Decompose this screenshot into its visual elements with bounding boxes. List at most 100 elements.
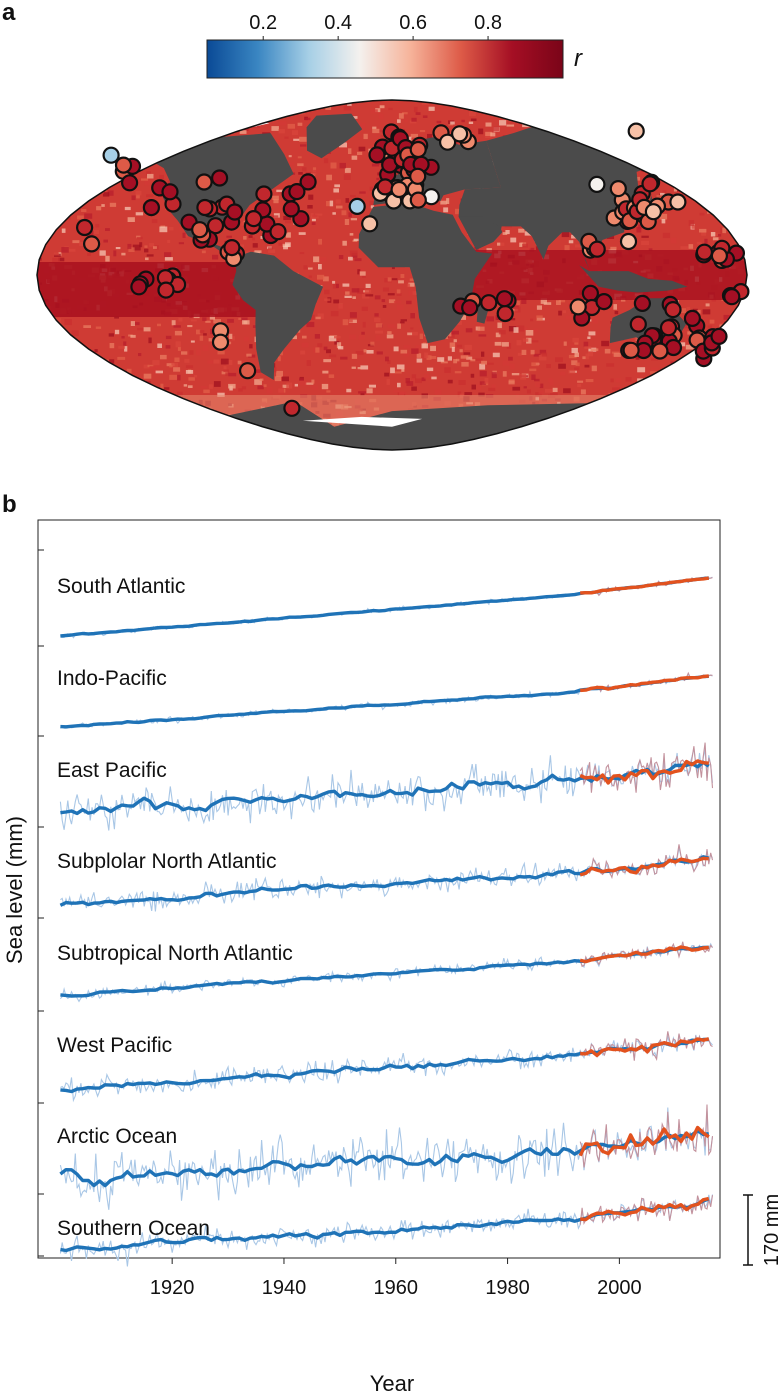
ocean-cell	[211, 456, 216, 461]
ocean-cell	[385, 356, 389, 362]
station-marker	[161, 183, 179, 201]
ocean-cell	[707, 325, 713, 329]
ocean-cell	[172, 453, 180, 458]
ocean-cell	[196, 329, 201, 335]
station-marker	[461, 299, 479, 317]
ocean-cell	[677, 428, 681, 433]
ocean-cell	[259, 378, 264, 381]
ocean-cell	[50, 401, 55, 407]
ocean-cell	[240, 317, 248, 321]
altimetry-line	[578, 1125, 710, 1157]
ocean-cell	[625, 102, 632, 106]
ocean-cell	[48, 373, 55, 379]
ocean-cell	[748, 176, 754, 181]
ocean-cell	[588, 331, 596, 336]
ocean-cell	[563, 102, 570, 109]
ocean-cell	[564, 442, 573, 445]
ocean-cell	[37, 211, 42, 215]
ocean-cell	[96, 406, 101, 410]
ocean-cell	[77, 215, 84, 220]
ocean-cell	[577, 446, 584, 450]
ocean-cell	[236, 112, 243, 117]
ocean-cell	[121, 336, 125, 339]
station-marker	[157, 281, 175, 299]
ocean-cell	[143, 117, 147, 124]
ocean-cell	[684, 417, 689, 421]
station-marker	[409, 167, 427, 185]
ocean-cell	[568, 354, 577, 359]
ocean-cell	[229, 333, 233, 339]
ocean-cell	[386, 334, 394, 339]
ocean-cell	[276, 370, 283, 377]
ocean-cell	[132, 318, 141, 323]
ocean-cell	[40, 144, 46, 150]
ocean-cell	[74, 353, 82, 356]
ocean-cell	[78, 421, 85, 426]
ocean-cell	[214, 126, 221, 131]
ocean-cell	[635, 355, 640, 360]
ocean-cell	[725, 366, 733, 372]
ocean-cell	[406, 300, 412, 305]
ocean-cell	[555, 444, 562, 449]
ocean-cell	[496, 108, 501, 112]
ocean-cell	[42, 148, 49, 153]
ocean-cell	[556, 423, 563, 430]
ocean-cell	[174, 330, 182, 336]
ocean-cell	[103, 239, 108, 243]
ocean-cell	[323, 158, 329, 164]
ocean-cell	[648, 426, 654, 430]
ocean-cell	[518, 228, 525, 233]
ocean-cell	[31, 356, 35, 359]
ocean-cell	[601, 340, 610, 347]
ocean-cell	[636, 414, 644, 419]
colorbar: 0.2 0.4 0.6 0.8 r	[206, 12, 583, 79]
ocean-cell	[181, 351, 188, 355]
ocean-cell	[584, 457, 589, 463]
ocean-cell	[685, 408, 694, 412]
ocean-cell	[528, 435, 536, 441]
ocean-cell	[447, 332, 452, 337]
ocean-cell	[101, 381, 106, 387]
ocean-cell	[66, 450, 70, 453]
ocean-cell	[558, 363, 566, 369]
ocean-cell	[672, 459, 676, 463]
ocean-cell	[725, 380, 729, 387]
ocean-cell	[400, 349, 408, 354]
ocean-cell	[288, 155, 292, 158]
ocean-cell	[310, 213, 314, 219]
ocean-cell	[144, 248, 149, 253]
ocean-cell	[745, 315, 747, 319]
ocean-cell	[502, 232, 508, 235]
ocean-cell	[677, 125, 684, 131]
ocean-cell	[342, 319, 349, 326]
ocean-cell	[297, 156, 302, 159]
ocean-cell	[71, 330, 79, 337]
ocean-cell	[699, 212, 705, 216]
ocean-cell	[545, 106, 549, 111]
ocean-cell	[460, 355, 469, 359]
ocean-cell	[455, 358, 460, 362]
ocean-cell	[358, 335, 365, 340]
ocean-cell	[72, 240, 80, 244]
ocean-cell	[648, 248, 653, 251]
ocean-cell	[120, 398, 124, 401]
ocean-cell	[287, 123, 295, 129]
ocean-cell	[143, 364, 150, 369]
ocean-cell	[188, 377, 195, 381]
ocean-cell	[540, 298, 547, 304]
ocean-cell	[256, 118, 260, 123]
ocean-cell	[266, 387, 273, 394]
ocean-cell	[387, 331, 392, 334]
ocean-cell	[380, 134, 385, 138]
ocean-cell	[584, 364, 590, 368]
ocean-cell	[116, 126, 124, 132]
station-marker	[255, 185, 273, 203]
ocean-cell	[115, 247, 121, 250]
ocean-cell	[601, 453, 606, 458]
ocean-cell	[37, 320, 38, 325]
ocean-cell	[301, 448, 306, 450]
ocean-cell	[200, 386, 208, 389]
ocean-cell	[237, 360, 242, 365]
ocean-cell	[372, 96, 376, 99]
